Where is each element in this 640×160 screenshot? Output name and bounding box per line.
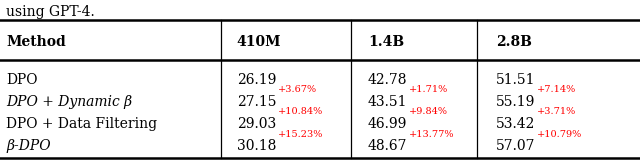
Text: +10.79%: +10.79% [538,130,582,139]
Text: 42.78: 42.78 [368,73,408,87]
Text: 46.99: 46.99 [368,117,408,131]
Text: +15.23%: +15.23% [278,130,323,139]
Text: 30.18: 30.18 [237,139,276,153]
Text: 51.51: 51.51 [496,73,536,87]
Text: 2.8B: 2.8B [496,35,532,49]
Text: 53.42: 53.42 [496,117,536,131]
Text: 55.19: 55.19 [496,95,536,109]
Text: 29.03: 29.03 [237,117,276,131]
Text: +7.14%: +7.14% [538,85,577,94]
Text: +3.67%: +3.67% [278,85,317,94]
Text: 48.67: 48.67 [368,139,408,153]
Text: 43.51: 43.51 [368,95,408,109]
Text: +3.71%: +3.71% [538,108,577,116]
Text: +9.84%: +9.84% [410,108,448,116]
Text: 1.4B: 1.4B [368,35,404,49]
Text: DPO + Dynamic β: DPO + Dynamic β [6,95,132,109]
Text: using GPT-4.: using GPT-4. [6,5,95,19]
Text: DPO + Data Filtering: DPO + Data Filtering [6,117,157,131]
Text: β-DPO: β-DPO [6,139,51,153]
Text: 57.07: 57.07 [496,139,536,153]
Text: 27.15: 27.15 [237,95,276,109]
Text: 26.19: 26.19 [237,73,276,87]
Text: 410M: 410M [237,35,282,49]
Text: +1.71%: +1.71% [410,85,449,94]
Text: Method: Method [6,35,66,49]
Text: +13.77%: +13.77% [410,130,455,139]
Text: DPO: DPO [6,73,38,87]
Text: +10.84%: +10.84% [278,108,323,116]
